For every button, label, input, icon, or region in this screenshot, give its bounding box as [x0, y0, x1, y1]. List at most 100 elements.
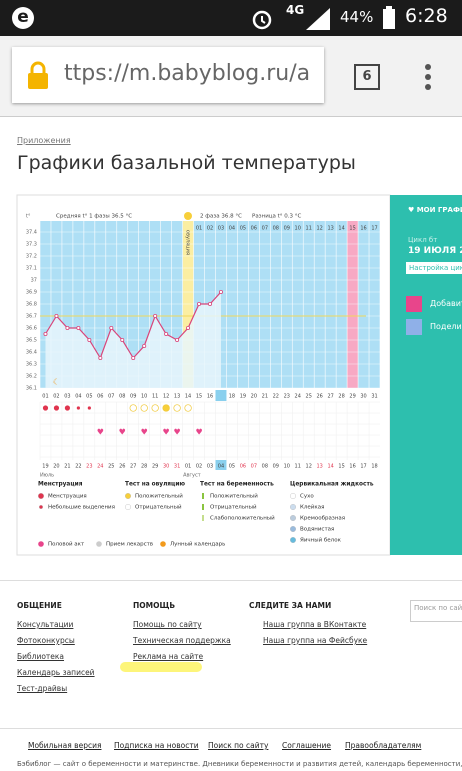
footer-link[interactable]: Наша группа на Фейсбуке — [263, 636, 368, 645]
tab-count[interactable]: 6 — [354, 64, 380, 90]
legend-item: Клейкая — [300, 504, 324, 511]
footer-nav-link[interactable]: Поиск по сайту — [208, 741, 269, 750]
legend-icon — [290, 526, 297, 533]
date: 11 — [295, 464, 301, 470]
panel-share[interactable]: Подели — [430, 322, 462, 331]
panel-add[interactable]: Добавит — [430, 299, 462, 308]
date: 10 — [284, 464, 290, 470]
breadcrumb[interactable]: Приложения — [17, 136, 71, 145]
search-box[interactable]: Поиск по сайт — [410, 600, 462, 622]
date: 22 — [75, 464, 81, 470]
about-text: Бэбиблог — сайт о беременности и материн… — [17, 760, 462, 768]
date: 14 — [327, 464, 333, 470]
add-icon — [406, 296, 422, 312]
footer-link[interactable]: Реклама на сайте — [133, 652, 204, 661]
cycle-day: 20 — [251, 394, 257, 400]
phase2-day: 03 — [218, 226, 224, 232]
alarm-icon — [252, 10, 272, 30]
menstruation-drop — [53, 405, 60, 411]
cycle-day: 15 — [196, 394, 202, 400]
temperature-point — [164, 331, 169, 336]
y-tick-label: 36.4 — [26, 350, 37, 356]
date: 23 — [86, 464, 92, 470]
cycle-day: 22 — [273, 394, 279, 400]
url-box[interactable]: ttps://m.babyblog.ru/a — [12, 47, 324, 103]
footer-link[interactable]: Наша группа в ВКонтакте — [263, 620, 367, 629]
date: 20 — [53, 464, 59, 470]
temperature-point — [76, 325, 81, 330]
y-tick-label: 36.6 — [26, 326, 37, 332]
ovulation-test — [184, 404, 192, 412]
date: 13 — [316, 464, 322, 470]
legend-icon — [124, 504, 131, 511]
temperature-point — [87, 337, 92, 342]
phase2-day: 15 — [349, 226, 355, 232]
legend-item: Отрицательный — [135, 504, 182, 511]
temperature-area — [45, 292, 221, 388]
today-marker — [215, 390, 227, 401]
ovulation-test — [173, 404, 181, 412]
y-tick-label: 36.5 — [26, 338, 37, 344]
time: 6:28 — [405, 5, 448, 27]
menu-icon[interactable] — [424, 63, 432, 91]
panel-title: ♥ МОИ ГРАФИ — [408, 206, 462, 214]
footer-link[interactable]: Календарь записей — [17, 668, 95, 677]
temperature-point — [65, 325, 70, 330]
date: 06 — [240, 464, 246, 470]
difference: Разница t° 0.3 °С — [252, 214, 302, 220]
temperature-point — [218, 290, 223, 295]
date: 26 — [119, 464, 125, 470]
battery-icon — [383, 6, 395, 29]
legend-item: Менструация — [48, 494, 87, 500]
footer-link[interactable]: Фотоконкурсы — [17, 636, 75, 645]
y-tick-label: 36.1 — [26, 386, 37, 392]
footer-nav-link[interactable]: Соглашение — [282, 741, 332, 750]
legend-title: Тест на беременность — [200, 481, 274, 488]
footer-nav-link[interactable]: Правообладателям — [345, 741, 422, 750]
y-tick-label: 37.4 — [26, 230, 37, 236]
menstruation-drop — [87, 406, 91, 410]
legend-title: Тест на овуляцию — [125, 482, 185, 488]
legend-icon — [38, 541, 44, 547]
footer-nav-link[interactable]: Подписка на новости — [114, 741, 199, 750]
y-tick-label: 37.3 — [26, 242, 37, 248]
menstruation-drop — [76, 406, 80, 410]
side-panel — [390, 195, 462, 555]
date: 30 — [163, 464, 169, 470]
ovulation-test — [140, 404, 148, 412]
date: 28 — [141, 464, 147, 470]
phase2-day: 14 — [338, 226, 344, 232]
date: 27 — [130, 464, 136, 470]
ovulation-column — [182, 210, 194, 388]
y-tick-label: 36.7 — [26, 314, 37, 320]
cycle-day: 09 — [130, 394, 136, 400]
phase2-day: 01 — [196, 226, 202, 232]
intercourse-heart: ♥ — [97, 428, 104, 437]
phase2-day: 13 — [327, 226, 333, 232]
phase2-day: 16 — [360, 226, 366, 232]
temperature-point — [109, 325, 114, 330]
date: 25 — [108, 464, 114, 470]
panel-settings[interactable]: Настройка цик — [406, 262, 462, 274]
phase2-day: 10 — [295, 226, 301, 232]
footer-link[interactable]: Помощь по сайту — [133, 620, 202, 629]
footer-link[interactable]: Тест-драйвы — [17, 684, 68, 693]
ovulation-test — [151, 404, 159, 412]
phase2-day: 09 — [284, 226, 290, 232]
footer-link[interactable]: Библиотека — [17, 652, 65, 661]
date: 04 — [218, 464, 224, 470]
footer-link[interactable]: Техническая поддержка — [133, 636, 231, 645]
phase2: 2 фаза 36.8 °С — [200, 214, 242, 220]
temperature-point — [153, 314, 158, 319]
temperature-point — [186, 325, 191, 330]
header-band — [40, 210, 380, 221]
legend-item: Небольшие выделения — [48, 505, 115, 511]
cycle-day: 04 — [75, 394, 81, 400]
footer-nav-link[interactable]: Мобильная версия — [28, 741, 102, 750]
footer-link[interactable]: Консультации — [17, 620, 74, 629]
legend-icon — [39, 505, 44, 510]
date: 29 — [152, 464, 158, 470]
temperature-point — [197, 302, 202, 307]
date: 02 — [196, 464, 202, 470]
